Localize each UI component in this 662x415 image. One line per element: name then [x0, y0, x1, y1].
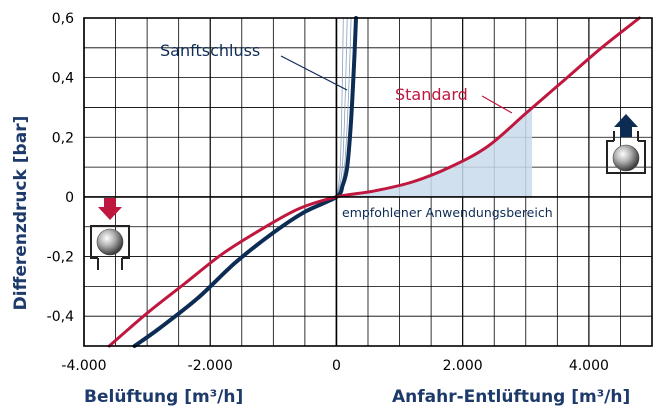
- y-tick-label: -0,4: [47, 309, 74, 325]
- x-tick-label: 4.000: [569, 358, 609, 374]
- axes: [83, 17, 653, 347]
- y-tick-label: 0,4: [52, 71, 74, 87]
- x-axis-title-left: Belüftung [m³/h]: [84, 387, 243, 407]
- x-tick-label: 0: [332, 358, 341, 374]
- sanftschluss-variant-line: [336, 17, 344, 197]
- y-tick-label: -0,2: [47, 250, 74, 266]
- leader-line-sanftschluss: [280, 55, 348, 91]
- sanftschluss-variant-line: [336, 17, 348, 198]
- valve-venting-icon: [606, 114, 646, 174]
- annotation-label: empfohlener Anwendungsbereich: [342, 205, 553, 220]
- leader-line-standard: [481, 95, 513, 114]
- series-line-sanftschluss: [132, 16, 359, 348]
- valve-ventilation-icon: [90, 198, 130, 270]
- recommended-range-area: [336, 107, 533, 197]
- y-tick-label: 0: [65, 190, 74, 206]
- legend-label-standard: Standard: [395, 85, 468, 104]
- x-tick-label: -4.000: [61, 358, 106, 374]
- legend-label-sanftschluss: Sanftschluss: [160, 41, 260, 60]
- y-tick-label: 0,2: [52, 130, 74, 146]
- tick-labels: -4.000 -2.000 0 2.000 4.000 -0,4 -0,2 0 0,2 0,4 0,…: [47, 11, 609, 374]
- series-line-standard: [107, 16, 641, 348]
- x-axis-title-right: Anfahr-Entlüftung [m³/h]: [392, 387, 630, 407]
- x-tick-label: -2.000: [188, 358, 233, 374]
- y-axis-title: Differenzdruck [bar]: [11, 116, 31, 311]
- y-tick-label: 0,6: [52, 11, 74, 27]
- series-lines: [107, 16, 641, 348]
- x-tick-label: 2.000: [443, 358, 483, 374]
- recommended-area: [336, 107, 533, 197]
- plot-frame: [83, 17, 653, 347]
